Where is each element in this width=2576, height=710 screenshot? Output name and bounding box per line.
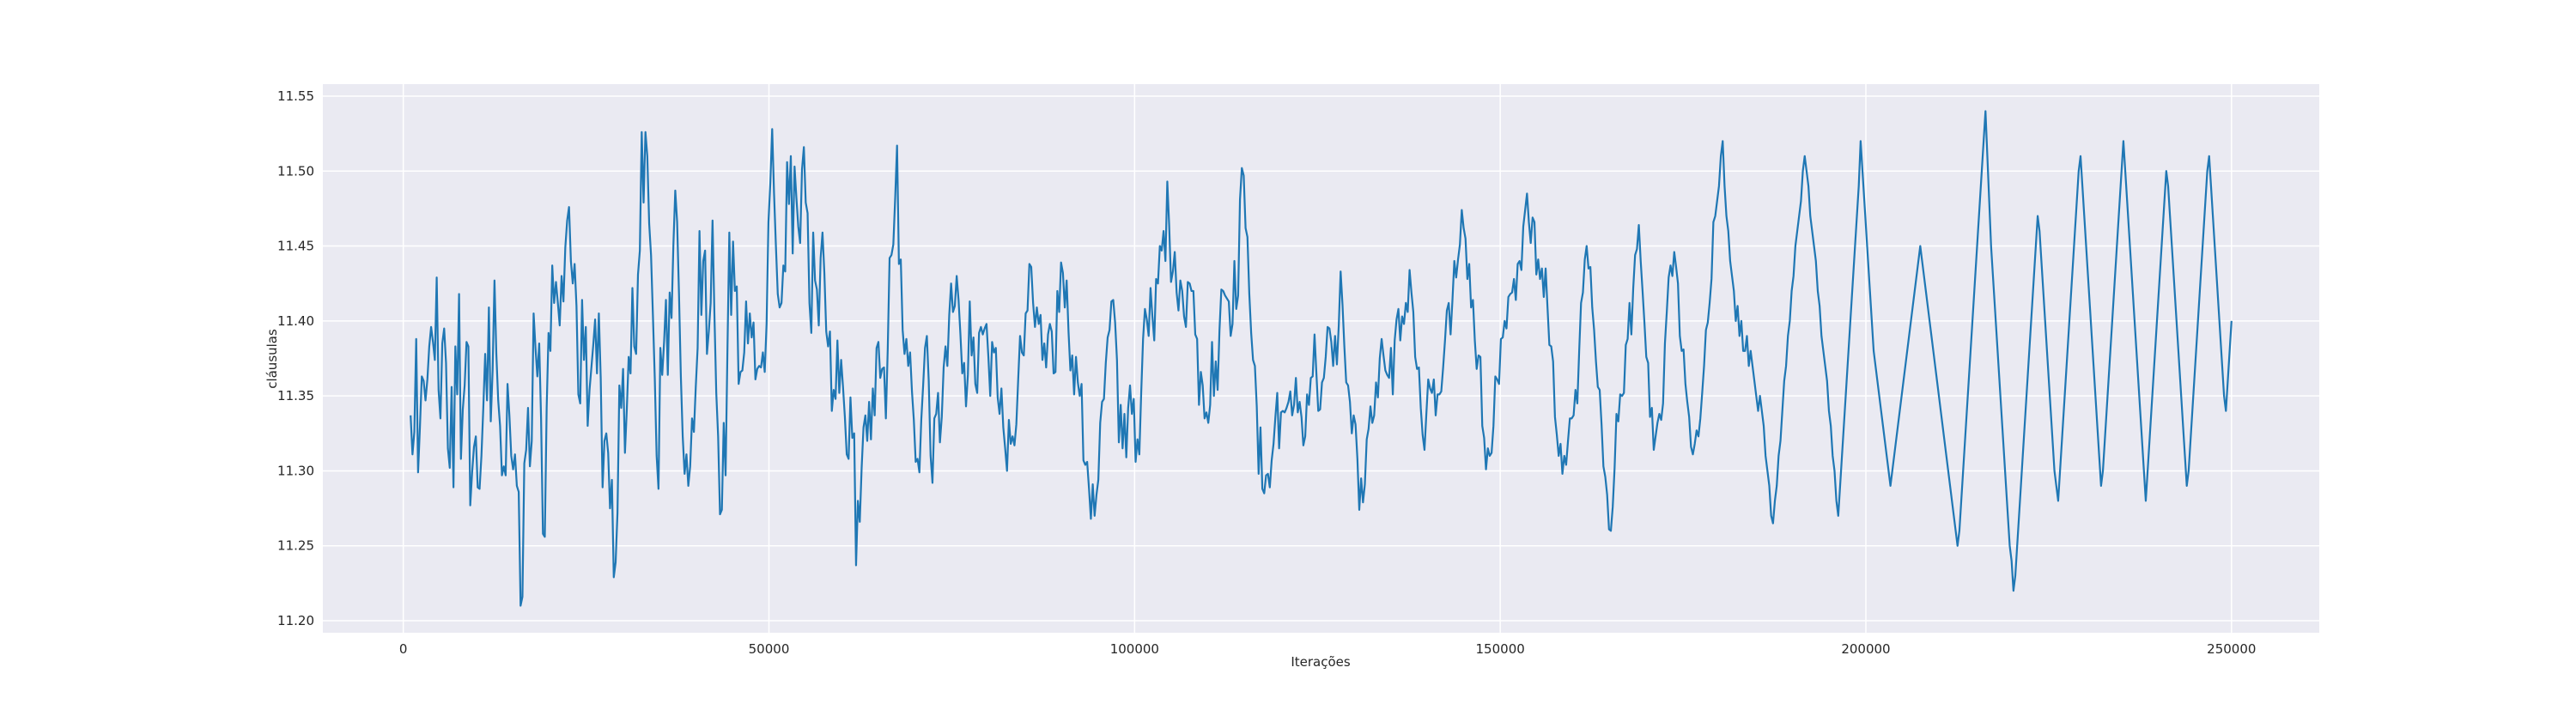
plot-background <box>323 84 2319 633</box>
x-tick-label: 50000 <box>749 641 790 657</box>
x-tick-labels: 0 50000 100000 150000 200000 250000 <box>399 641 2257 657</box>
y-tick-label: 11.50 <box>277 163 314 179</box>
y-tick-label: 11.40 <box>277 313 314 329</box>
y-tick-labels: 11.20 11.25 11.30 11.35 11.40 11.45 11.50 11.55 <box>277 88 314 628</box>
y-tick-label: 11.20 <box>277 613 314 628</box>
y-tick-label: 11.30 <box>277 463 314 478</box>
x-tick-label: 200000 <box>1841 641 1890 657</box>
x-tick-label: 250000 <box>2207 641 2256 657</box>
grid <box>323 84 2319 633</box>
y-tick-label: 11.35 <box>277 388 314 404</box>
y-axis-label: cláusulas <box>264 329 280 389</box>
x-tick-label: 150000 <box>1476 641 1525 657</box>
x-axis-label: Iterações <box>1291 654 1351 670</box>
y-tick-label: 11.55 <box>277 88 314 104</box>
y-tick-label: 11.25 <box>277 538 314 554</box>
series-line <box>410 110 2233 607</box>
x-tick-label: 100000 <box>1110 641 1159 657</box>
y-tick-label: 11.45 <box>277 239 314 254</box>
series-line-group <box>410 110 2233 607</box>
x-tick-label: 0 <box>399 641 408 657</box>
